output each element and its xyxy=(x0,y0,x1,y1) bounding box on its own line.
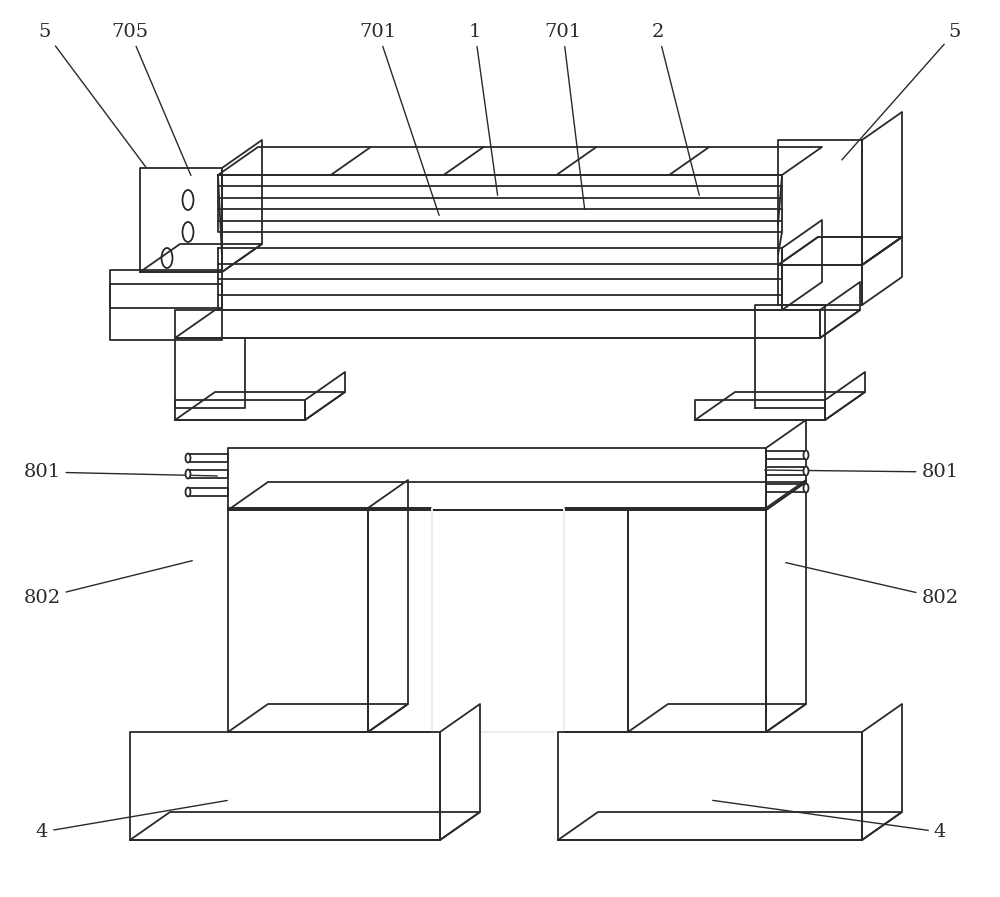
Polygon shape xyxy=(228,482,806,510)
Text: 1: 1 xyxy=(469,23,498,196)
Polygon shape xyxy=(228,448,766,510)
Polygon shape xyxy=(110,284,222,340)
Polygon shape xyxy=(862,704,902,840)
Polygon shape xyxy=(778,265,862,305)
Text: 2: 2 xyxy=(652,23,699,196)
Polygon shape xyxy=(188,488,228,496)
Ellipse shape xyxy=(804,483,808,492)
Polygon shape xyxy=(778,140,862,265)
Text: 701: 701 xyxy=(359,23,439,215)
Polygon shape xyxy=(628,508,766,732)
Polygon shape xyxy=(766,484,806,492)
Polygon shape xyxy=(825,372,865,420)
Polygon shape xyxy=(130,812,480,840)
Ellipse shape xyxy=(804,466,808,475)
Polygon shape xyxy=(140,168,222,272)
Ellipse shape xyxy=(186,454,190,463)
Polygon shape xyxy=(130,732,440,840)
Polygon shape xyxy=(766,467,806,475)
Polygon shape xyxy=(368,480,408,732)
Polygon shape xyxy=(782,220,822,310)
Polygon shape xyxy=(440,704,480,840)
Text: 802: 802 xyxy=(23,561,192,607)
Text: 5: 5 xyxy=(39,23,146,168)
Polygon shape xyxy=(110,270,222,308)
Polygon shape xyxy=(558,812,902,840)
Polygon shape xyxy=(140,244,262,272)
Polygon shape xyxy=(695,400,825,420)
Ellipse shape xyxy=(804,450,808,459)
Text: 802: 802 xyxy=(786,562,959,607)
Polygon shape xyxy=(766,480,806,732)
Polygon shape xyxy=(778,237,902,265)
Polygon shape xyxy=(766,451,806,459)
Polygon shape xyxy=(175,400,305,420)
Polygon shape xyxy=(778,237,902,265)
Text: 4: 4 xyxy=(713,800,946,841)
Polygon shape xyxy=(695,392,865,420)
Polygon shape xyxy=(222,140,262,272)
Polygon shape xyxy=(755,305,825,408)
Polygon shape xyxy=(228,508,368,732)
Ellipse shape xyxy=(186,469,190,478)
Polygon shape xyxy=(218,248,782,310)
Polygon shape xyxy=(188,470,228,478)
Text: 705: 705 xyxy=(111,23,191,176)
Polygon shape xyxy=(175,338,245,408)
Polygon shape xyxy=(175,310,820,338)
Polygon shape xyxy=(558,732,862,840)
Polygon shape xyxy=(862,112,902,265)
Polygon shape xyxy=(820,282,860,338)
Text: 801: 801 xyxy=(23,463,217,481)
Polygon shape xyxy=(175,310,860,338)
Polygon shape xyxy=(305,372,345,420)
Polygon shape xyxy=(228,704,408,732)
Polygon shape xyxy=(175,392,345,420)
Text: 801: 801 xyxy=(765,463,959,481)
Text: 701: 701 xyxy=(544,23,585,209)
Polygon shape xyxy=(218,147,822,175)
Text: 5: 5 xyxy=(842,23,961,160)
Polygon shape xyxy=(862,237,902,305)
Polygon shape xyxy=(432,508,564,732)
Polygon shape xyxy=(628,704,806,732)
Polygon shape xyxy=(564,508,628,732)
Ellipse shape xyxy=(186,487,190,497)
Polygon shape xyxy=(188,454,228,462)
Polygon shape xyxy=(218,175,782,232)
Text: 4: 4 xyxy=(36,800,227,841)
Polygon shape xyxy=(368,508,432,732)
Polygon shape xyxy=(368,508,432,732)
Polygon shape xyxy=(766,420,806,510)
